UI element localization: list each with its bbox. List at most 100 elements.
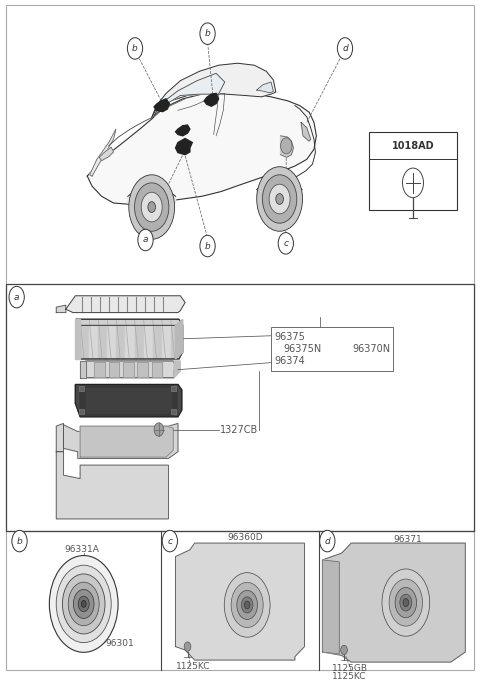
Text: 96375: 96375 xyxy=(274,332,305,342)
Polygon shape xyxy=(281,136,293,158)
Text: b: b xyxy=(204,241,210,250)
Circle shape xyxy=(200,235,215,257)
Polygon shape xyxy=(87,92,316,205)
Polygon shape xyxy=(204,93,218,106)
Bar xyxy=(271,327,393,371)
Polygon shape xyxy=(176,138,192,155)
Text: 96370N: 96370N xyxy=(352,344,390,354)
Polygon shape xyxy=(66,296,185,312)
Circle shape xyxy=(382,569,430,636)
Text: a: a xyxy=(143,235,148,244)
Circle shape xyxy=(395,587,417,618)
Circle shape xyxy=(389,579,422,626)
Text: b: b xyxy=(132,44,138,53)
Polygon shape xyxy=(90,129,116,176)
Polygon shape xyxy=(56,305,66,312)
Polygon shape xyxy=(162,319,170,359)
Circle shape xyxy=(237,591,257,619)
Circle shape xyxy=(403,599,408,606)
Text: 96375N: 96375N xyxy=(283,344,321,354)
Circle shape xyxy=(12,531,27,552)
Circle shape xyxy=(9,286,24,308)
Text: c: c xyxy=(168,537,172,546)
Bar xyxy=(6,284,474,531)
Circle shape xyxy=(134,183,169,231)
Circle shape xyxy=(81,601,86,607)
Circle shape xyxy=(73,589,94,619)
Polygon shape xyxy=(116,319,125,359)
Circle shape xyxy=(78,596,89,612)
Polygon shape xyxy=(171,319,180,359)
Polygon shape xyxy=(144,319,152,359)
Polygon shape xyxy=(176,319,183,359)
Polygon shape xyxy=(174,361,180,378)
Polygon shape xyxy=(301,122,311,141)
Polygon shape xyxy=(123,361,133,377)
Circle shape xyxy=(241,597,253,613)
Polygon shape xyxy=(125,319,134,359)
Text: c: c xyxy=(283,239,288,248)
Text: 1125KC: 1125KC xyxy=(332,672,367,681)
Circle shape xyxy=(278,233,293,254)
Polygon shape xyxy=(56,451,168,519)
Polygon shape xyxy=(108,319,116,359)
Circle shape xyxy=(403,168,423,198)
Text: 1125KC: 1125KC xyxy=(176,662,210,671)
Text: 96360D: 96360D xyxy=(227,533,263,542)
Polygon shape xyxy=(75,385,182,417)
Circle shape xyxy=(244,601,250,609)
Text: b: b xyxy=(17,537,23,546)
Polygon shape xyxy=(56,424,63,451)
Polygon shape xyxy=(152,361,162,377)
Circle shape xyxy=(184,642,191,651)
Polygon shape xyxy=(109,361,119,377)
Polygon shape xyxy=(257,177,302,196)
Polygon shape xyxy=(137,361,148,377)
Polygon shape xyxy=(257,82,274,93)
Polygon shape xyxy=(128,184,176,203)
Polygon shape xyxy=(80,386,177,415)
Circle shape xyxy=(320,531,335,552)
Polygon shape xyxy=(323,560,339,654)
Polygon shape xyxy=(153,73,225,117)
Circle shape xyxy=(49,556,118,652)
Circle shape xyxy=(154,423,164,436)
Polygon shape xyxy=(63,424,178,458)
Polygon shape xyxy=(85,361,176,378)
Polygon shape xyxy=(176,543,304,660)
Text: 96371: 96371 xyxy=(394,535,422,544)
Polygon shape xyxy=(80,426,173,457)
Bar xyxy=(79,409,84,414)
Polygon shape xyxy=(98,319,107,359)
Text: 1018AD: 1018AD xyxy=(392,141,434,151)
Polygon shape xyxy=(134,319,143,359)
Polygon shape xyxy=(76,319,183,325)
Text: 96331A: 96331A xyxy=(64,546,99,554)
Polygon shape xyxy=(80,361,86,378)
Circle shape xyxy=(263,175,297,223)
Text: a: a xyxy=(14,293,19,301)
Circle shape xyxy=(276,194,283,205)
Text: 96374: 96374 xyxy=(274,356,305,366)
Bar xyxy=(79,386,84,391)
Text: d: d xyxy=(324,537,330,546)
Circle shape xyxy=(138,229,153,251)
Circle shape xyxy=(337,38,353,59)
Circle shape xyxy=(231,582,263,627)
Polygon shape xyxy=(152,63,276,118)
Circle shape xyxy=(162,531,178,552)
Bar xyxy=(171,386,176,391)
Circle shape xyxy=(56,565,111,642)
Circle shape xyxy=(257,166,302,231)
Polygon shape xyxy=(95,361,105,377)
Polygon shape xyxy=(99,147,114,161)
Bar xyxy=(171,409,176,414)
Polygon shape xyxy=(76,319,183,359)
Polygon shape xyxy=(176,125,190,136)
Text: 96301: 96301 xyxy=(105,639,134,648)
Circle shape xyxy=(200,23,215,44)
Circle shape xyxy=(281,138,292,154)
Polygon shape xyxy=(154,99,169,112)
Text: 1125GB: 1125GB xyxy=(332,664,368,673)
Circle shape xyxy=(269,184,290,213)
